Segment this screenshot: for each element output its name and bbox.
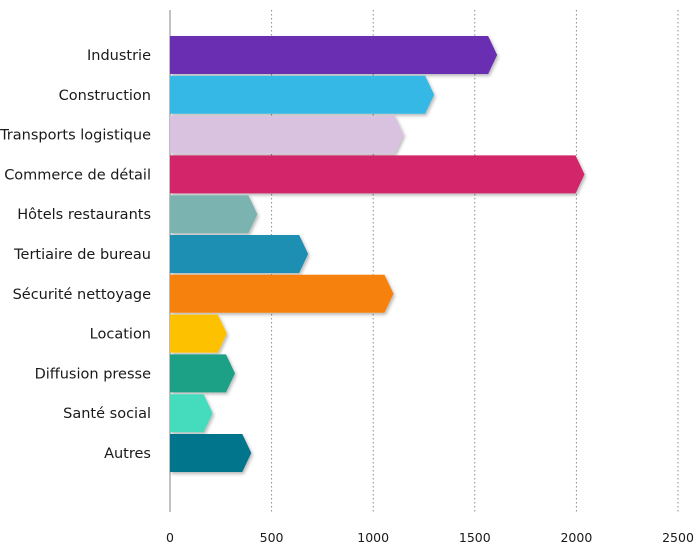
category-label-4: Hôtels restaurants (17, 207, 151, 223)
x-tick-label-3: 1500 (459, 530, 491, 545)
category-label-3: Commerce de détail (4, 167, 151, 183)
category-label-6: Sécurité nettoyage (13, 287, 152, 303)
bar-2 (170, 115, 404, 154)
bar-1 (170, 75, 435, 114)
category-label-0: Industrie (87, 48, 151, 64)
bar-10 (170, 434, 252, 472)
bar-5 (170, 235, 309, 273)
bar-3 (170, 155, 585, 194)
x-tick-label-0: 0 (166, 530, 174, 545)
category-label-9: Santé social (63, 406, 151, 422)
category-label-5: Tertiaire de bureau (13, 247, 151, 263)
x-tick-label-5: 2500 (662, 530, 694, 545)
x-tick-labels: 0 500 1000 1500 2000 2500 (166, 530, 694, 545)
bar-7 (170, 314, 227, 353)
bar-6 (170, 274, 394, 313)
bar-8 (170, 354, 236, 393)
x-tick-label-1: 500 (260, 530, 284, 545)
category-label-2: Transports logistique (0, 128, 151, 144)
bars-layer (170, 36, 585, 472)
category-label-10: Autres (104, 446, 151, 462)
bar-0 (170, 36, 498, 74)
category-labels: Industrie Construction Transports logistiq… (0, 48, 151, 462)
x-tick-label-2: 1000 (357, 530, 389, 545)
bar-9 (170, 394, 213, 433)
category-label-8: Diffusion presse (35, 366, 152, 382)
category-label-1: Construction (59, 88, 151, 104)
bar-4 (170, 195, 258, 234)
x-tick-label-4: 2000 (560, 530, 592, 545)
category-label-7: Location (90, 327, 151, 343)
